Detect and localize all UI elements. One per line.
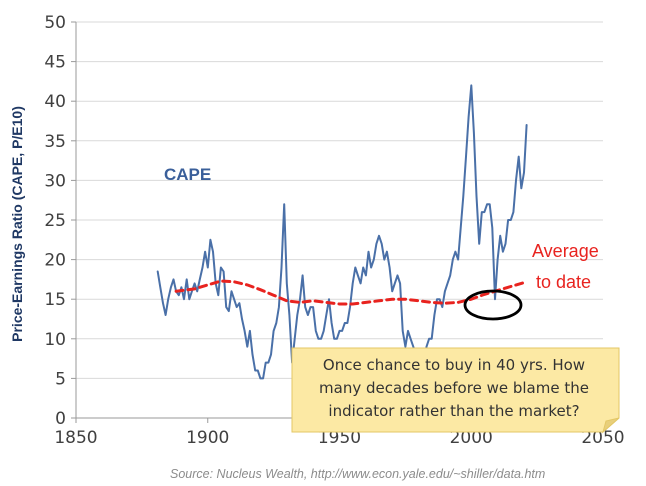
y-tick-label-15: 15 bbox=[44, 290, 66, 310]
y-tick-label-0: 0 bbox=[55, 409, 66, 429]
series-layer bbox=[156, 84, 529, 380]
cape-series-label: CAPE bbox=[164, 165, 211, 184]
average-to-date-line bbox=[174, 279, 529, 306]
x-tick-label-1900: 1900 bbox=[186, 428, 229, 448]
note-line-2: many decades before we blame the bbox=[319, 379, 589, 397]
series-line-cape bbox=[156, 84, 528, 380]
x-tick-label-2000: 2000 bbox=[450, 428, 493, 448]
average-label-line2: to date bbox=[536, 272, 591, 292]
gridlines bbox=[76, 21, 603, 379]
y-tick-labels: 0 5 10 15 20 25 30 35 40 45 50 bbox=[44, 13, 66, 429]
source-caption: Source: Nucleus Wealth, http://www.econ.… bbox=[170, 467, 545, 481]
y-tick-label-35: 35 bbox=[44, 132, 66, 152]
y-tick-label-20: 20 bbox=[44, 251, 66, 271]
y-tick-label-50: 50 bbox=[44, 13, 66, 33]
x-tick-label-2050: 2050 bbox=[581, 428, 624, 448]
y-tick-label-40: 40 bbox=[44, 92, 66, 112]
x-tick-labels: 1850 1900 1950 2000 2050 bbox=[54, 428, 624, 448]
note-line-3: indicator rather than the market? bbox=[328, 402, 579, 420]
y-tick-label-10: 10 bbox=[44, 330, 66, 350]
sticky-note-fold bbox=[602, 417, 620, 434]
y-tick-label-45: 45 bbox=[44, 53, 66, 73]
y-axis-label: Price-Earnings Ratio (CAPE, P/E10) bbox=[9, 106, 25, 342]
average-label-line1: Average bbox=[532, 241, 599, 261]
y-tick-label-25: 25 bbox=[44, 211, 66, 231]
highlight-circle bbox=[463, 289, 523, 321]
sticky-note: Once chance to buy in 40 yrs. How many d… bbox=[291, 347, 620, 434]
x-tick-label-1950: 1950 bbox=[318, 428, 361, 448]
note-line-1: Once chance to buy in 40 yrs. How bbox=[323, 356, 585, 374]
y-tick-label-30: 30 bbox=[44, 171, 66, 191]
y-tick-label-5: 5 bbox=[55, 369, 66, 389]
x-tick-label-1850: 1850 bbox=[54, 428, 97, 448]
